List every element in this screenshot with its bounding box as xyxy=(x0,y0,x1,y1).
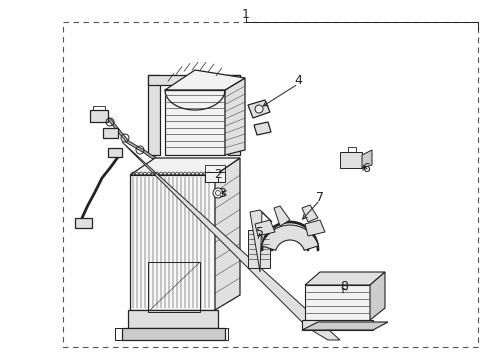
Polygon shape xyxy=(255,220,275,236)
Polygon shape xyxy=(130,158,240,175)
Polygon shape xyxy=(128,310,218,328)
Polygon shape xyxy=(108,148,122,157)
Circle shape xyxy=(213,188,223,198)
Text: 5: 5 xyxy=(256,225,264,239)
Polygon shape xyxy=(302,320,373,330)
Polygon shape xyxy=(305,285,370,320)
Bar xyxy=(63,22,478,347)
Polygon shape xyxy=(205,172,225,182)
Circle shape xyxy=(255,105,263,113)
Text: 1: 1 xyxy=(242,8,250,21)
Polygon shape xyxy=(148,75,160,155)
Polygon shape xyxy=(215,158,240,310)
Polygon shape xyxy=(340,152,362,168)
Polygon shape xyxy=(274,206,290,226)
Text: 4: 4 xyxy=(294,73,302,86)
Polygon shape xyxy=(90,110,108,122)
Polygon shape xyxy=(122,328,225,340)
Polygon shape xyxy=(254,122,271,135)
Polygon shape xyxy=(103,128,118,138)
Polygon shape xyxy=(248,230,270,268)
Polygon shape xyxy=(225,78,245,155)
Polygon shape xyxy=(130,175,215,310)
Polygon shape xyxy=(302,322,388,330)
Text: 6: 6 xyxy=(362,162,370,175)
Polygon shape xyxy=(262,225,318,250)
Polygon shape xyxy=(148,75,240,85)
Polygon shape xyxy=(165,90,225,155)
Polygon shape xyxy=(165,70,245,90)
Polygon shape xyxy=(370,272,385,320)
Text: 3: 3 xyxy=(218,186,226,199)
Text: 8: 8 xyxy=(340,279,348,292)
Polygon shape xyxy=(302,205,318,222)
Text: 7: 7 xyxy=(316,190,324,203)
Polygon shape xyxy=(250,210,272,272)
Polygon shape xyxy=(305,272,385,285)
Polygon shape xyxy=(228,75,240,155)
Polygon shape xyxy=(122,142,340,340)
Polygon shape xyxy=(165,90,225,110)
Polygon shape xyxy=(305,220,325,236)
Polygon shape xyxy=(248,100,270,118)
Polygon shape xyxy=(362,150,372,168)
Polygon shape xyxy=(75,218,92,228)
Text: 2: 2 xyxy=(214,167,222,180)
